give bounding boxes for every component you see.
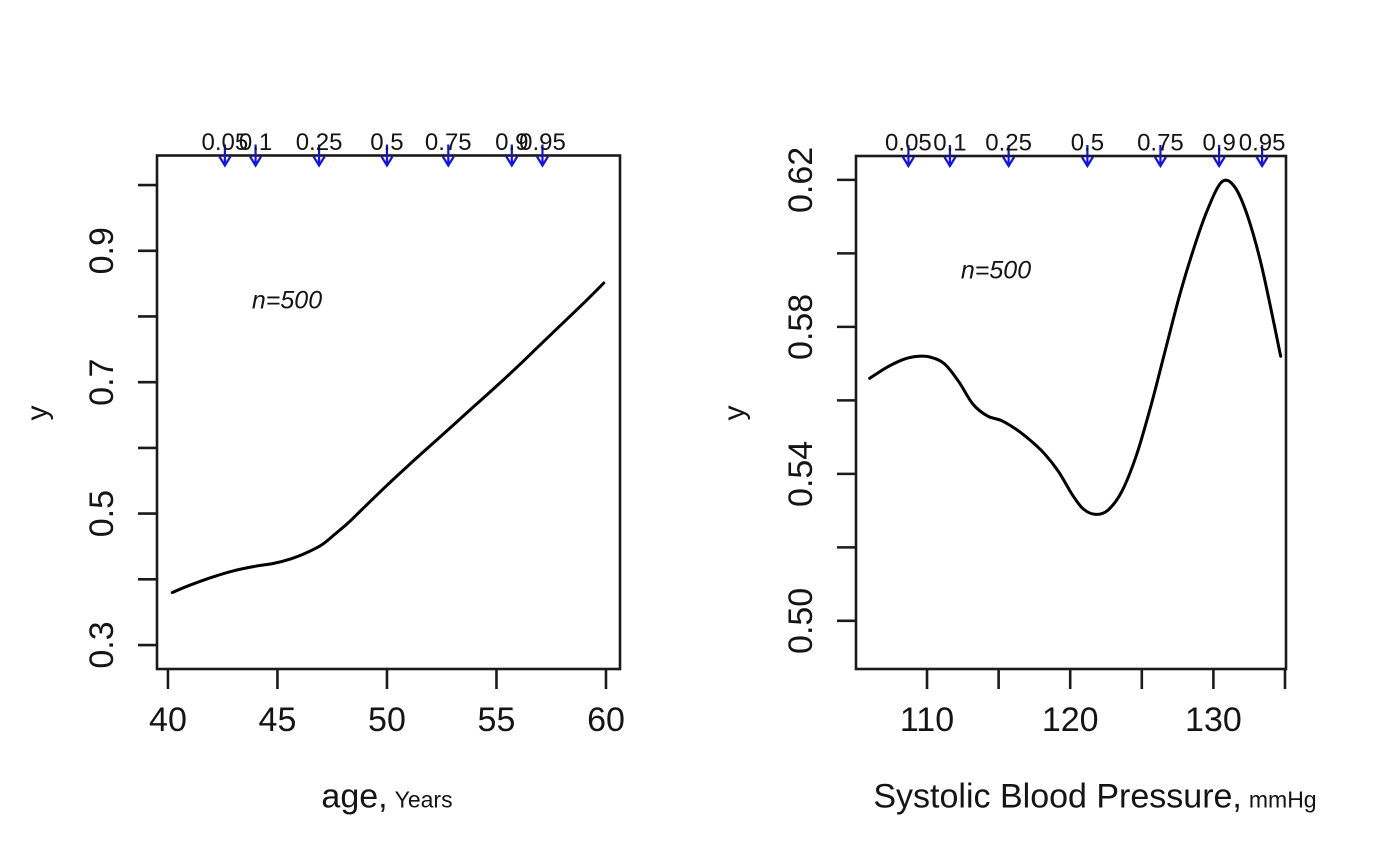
x-axis-title-age: age, Years <box>321 778 452 817</box>
sample-size-annotation: n=500 <box>960 256 1032 285</box>
quantile-arrow-icon <box>312 155 326 168</box>
x-axis-unit: mmHg <box>1248 786 1317 813</box>
sample-size-annotation: n=500 <box>251 286 323 315</box>
quantile-arrow-icon <box>1212 156 1226 169</box>
y-axis-title: y <box>21 405 54 421</box>
quantile-arrow-icon <box>380 155 394 168</box>
quantile-arrow-icon <box>901 156 915 169</box>
quantile-label: 0.1 <box>239 129 272 156</box>
y-tick-label: 0.54 <box>782 441 820 507</box>
x-tick-label: 40 <box>149 701 187 739</box>
x-tick-label: 55 <box>478 701 516 739</box>
x-tick-label: 45 <box>259 701 297 739</box>
prediction-curve <box>170 281 606 594</box>
x-tick-label: 110 <box>900 701 954 739</box>
x-axis-unit: Years <box>394 786 453 813</box>
quantile-label: 0.5 <box>370 129 403 156</box>
quantile-label: 0.75 <box>425 129 472 156</box>
quantile-label: 0.9 <box>495 129 528 156</box>
quantile-arrow-icon <box>249 155 262 168</box>
quantile-arrow-icon <box>1002 156 1016 169</box>
quantile-arrow-icon <box>536 155 549 168</box>
x-tick-label: 50 <box>368 701 406 739</box>
plot-frame <box>854 154 1288 671</box>
y-tick-label: 0.3 <box>83 621 121 668</box>
quantile-label: 0.5 <box>1071 130 1104 157</box>
x-tick-label: 60 <box>587 701 625 739</box>
quantile-label: 0.1 <box>933 130 966 157</box>
quantile-label: 0.05 <box>885 130 932 157</box>
quantile-arrow-icon <box>441 155 455 168</box>
y-tick-label: 0.9 <box>83 227 121 274</box>
y-axis-title: y <box>718 405 751 421</box>
y-tick-label: 0.5 <box>83 490 121 537</box>
quantile-label: 0.95 <box>519 129 566 156</box>
plot-frame <box>155 154 622 671</box>
quantile-label: 0.95 <box>1239 130 1286 157</box>
quantile-arrow-icon <box>1080 156 1094 169</box>
quantile-arrow-icon <box>1255 156 1269 169</box>
x-tick-label: 120 <box>1042 701 1099 739</box>
x-tick-label: 130 <box>1185 701 1242 739</box>
y-tick-label: 0.50 <box>782 588 820 654</box>
x-axis-title-main: age, <box>321 777 388 816</box>
x-axis-title-main: Systolic Blood Pressure, <box>873 777 1242 816</box>
quantile-arrow-icon <box>218 155 232 168</box>
y-tick-label: 0.58 <box>782 294 820 360</box>
quantile-arrow-icon <box>943 156 957 169</box>
quantile-arrow-icon <box>505 155 519 168</box>
quantile-label: 0.75 <box>1137 130 1184 157</box>
y-tick-label: 0.7 <box>83 359 121 406</box>
quantile-arrow-icon <box>1153 156 1167 169</box>
x-axis-title-sbp: Systolic Blood Pressure, mmHg <box>873 778 1316 817</box>
prediction-curve <box>868 178 1283 516</box>
quantile-label: 0.25 <box>985 130 1032 157</box>
quantile-label: 0.25 <box>296 129 343 156</box>
quantile-label: 0.9 <box>1202 130 1235 157</box>
quantile-label: 0.05 <box>202 129 249 156</box>
y-tick-label: 0.62 <box>782 147 820 213</box>
